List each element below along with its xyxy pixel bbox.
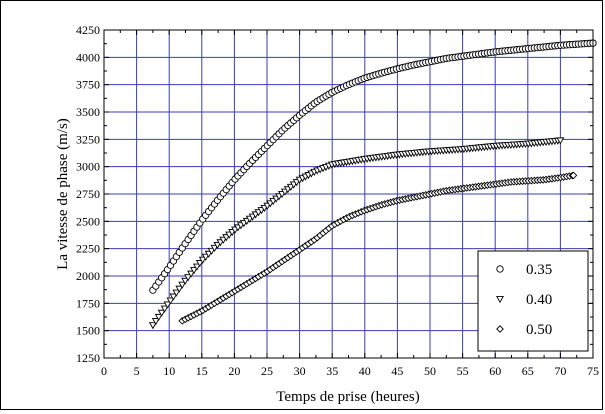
data-point	[169, 293, 178, 301]
data-point	[190, 267, 198, 275]
data-point	[181, 277, 190, 285]
x-axis-label: Temps de prise (heures)	[276, 389, 419, 405]
data-point	[166, 297, 175, 305]
data-series	[148, 39, 597, 330]
data-point	[195, 260, 204, 268]
data-point	[192, 263, 201, 271]
x-tick-label: 30	[294, 364, 306, 378]
y-tick-label: 1500	[76, 324, 100, 338]
x-tick-label: 70	[554, 364, 566, 378]
data-point	[207, 247, 216, 255]
data-point	[148, 322, 157, 330]
x-tick-label: 45	[391, 364, 403, 378]
y-tick-label: 3250	[76, 132, 100, 146]
x-tick-label: 40	[359, 364, 371, 378]
x-tick-label: 75	[587, 364, 599, 378]
series-0.40	[148, 137, 565, 330]
tick-labels: 0 5 10 15 20 25 30 35 40 45 50 55 60 65 70 75 1250 1500 17…	[76, 23, 599, 378]
phase-velocity-chart: 0 5 10 15 20 25 30 35 40 45 50 55 60 65 70 75 1250 1500 17…	[55, 23, 599, 405]
legend-label: 0.40	[526, 292, 552, 308]
legend-marker-0.35	[496, 265, 504, 273]
data-point	[210, 244, 219, 253]
y-tick-label: 3500	[76, 105, 100, 119]
y-tick-label: 2000	[76, 269, 100, 283]
series-0.35	[149, 39, 597, 294]
x-tick-label: 60	[489, 364, 501, 378]
data-point	[184, 274, 193, 282]
data-point	[160, 305, 169, 313]
y-axis-label: La vitesse de phase (m/s)	[55, 118, 71, 270]
legend-label: 0.50	[526, 322, 552, 338]
x-tick-label: 55	[457, 364, 469, 378]
y-tick-label: 4000	[76, 50, 100, 64]
data-point	[556, 137, 565, 145]
data-point	[151, 318, 160, 326]
y-tick-label: 1750	[76, 296, 100, 310]
legend-marker-0.40	[496, 295, 504, 304]
x-tick-label: 10	[163, 364, 175, 378]
data-point	[154, 313, 163, 322]
x-tick-label: 5	[134, 364, 140, 378]
data-point	[204, 250, 213, 258]
x-tick-label: 15	[196, 364, 208, 378]
data-point	[178, 281, 187, 289]
x-tick-label: 20	[228, 364, 240, 378]
y-tick-label: 2250	[76, 242, 100, 256]
y-tick-label: 1250	[76, 351, 100, 365]
legend-label: 0.35	[526, 262, 552, 278]
legend: 0.35 0.40 0.50	[477, 250, 589, 352]
series-0.50	[178, 171, 578, 325]
y-tick-label: 2750	[76, 187, 100, 201]
x-tick-label: 25	[261, 364, 273, 378]
x-tick-label: 0	[101, 364, 107, 378]
data-point	[201, 253, 210, 261]
y-tick-label: 3000	[76, 160, 100, 174]
data-point	[187, 270, 196, 278]
x-tick-label: 65	[522, 364, 534, 378]
legend-marker-0.50	[496, 325, 504, 333]
y-tick-label: 4250	[76, 23, 100, 37]
y-tick-label: 3750	[76, 78, 100, 92]
data-point	[175, 285, 184, 293]
legend-box	[477, 250, 589, 352]
data-point	[163, 301, 172, 309]
data-point	[198, 256, 207, 264]
data-point	[157, 309, 166, 317]
data-point	[172, 289, 181, 297]
x-tick-label: 35	[326, 364, 338, 378]
y-tick-label: 2500	[76, 214, 100, 228]
x-tick-label: 50	[424, 364, 436, 378]
data-point	[569, 171, 578, 180]
plot-frame	[103, 29, 594, 359]
